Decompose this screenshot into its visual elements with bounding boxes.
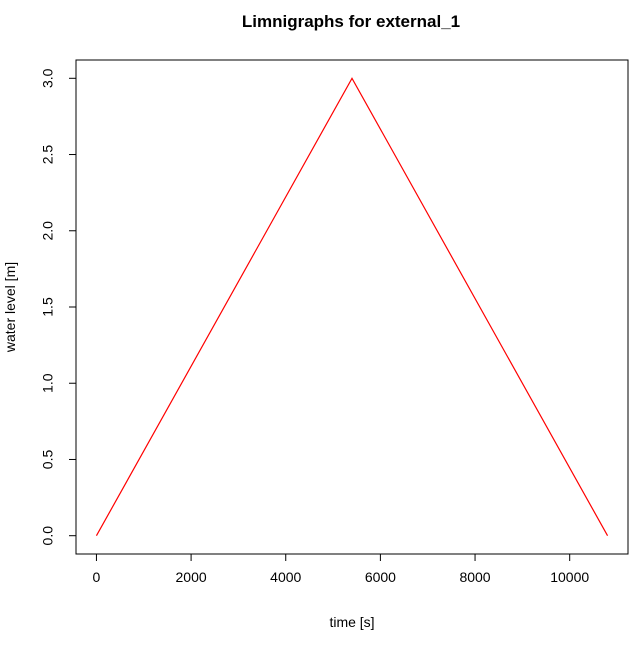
x-tick-label: 4000	[270, 569, 301, 585]
y-tick-label: 2.0	[40, 221, 56, 241]
y-tick-label: 1.5	[40, 297, 56, 317]
y-tick-label: 0.5	[40, 450, 56, 470]
x-tick-label: 2000	[176, 569, 207, 585]
water-level-line	[95, 77, 609, 536]
y-tick-label: 3.0	[40, 68, 56, 88]
plot-frame	[75, 59, 629, 555]
x-axis: 0 2000 4000 6000 8000 10000	[93, 553, 589, 585]
y-axis: 0.0 0.5 1.0 1.5 2.0 2.5 3.0	[40, 68, 77, 546]
x-tick-label: 8000	[459, 569, 490, 585]
y-tick-label: 1.0	[40, 373, 56, 393]
y-tick-label: 0.0	[40, 526, 56, 546]
x-tick-label: 10000	[550, 569, 589, 585]
series-group	[95, 77, 609, 536]
x-tick-label: 0	[93, 569, 101, 585]
x-tick-label: 6000	[365, 569, 396, 585]
chart-title: Limnigraphs for external_1	[242, 12, 460, 31]
y-tick-label: 2.5	[40, 145, 56, 165]
y-axis-label: water level [m]	[2, 262, 18, 353]
x-axis-label: time [s]	[329, 614, 374, 630]
